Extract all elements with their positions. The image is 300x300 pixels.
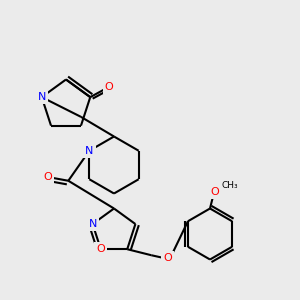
Text: N: N — [88, 219, 97, 229]
Text: O: O — [105, 82, 113, 92]
Text: O: O — [164, 253, 172, 263]
Text: O: O — [43, 172, 52, 182]
Text: CH₃: CH₃ — [222, 182, 238, 190]
Text: N: N — [85, 146, 94, 156]
Text: N: N — [38, 92, 46, 102]
Text: O: O — [96, 244, 105, 254]
Text: O: O — [210, 187, 219, 197]
